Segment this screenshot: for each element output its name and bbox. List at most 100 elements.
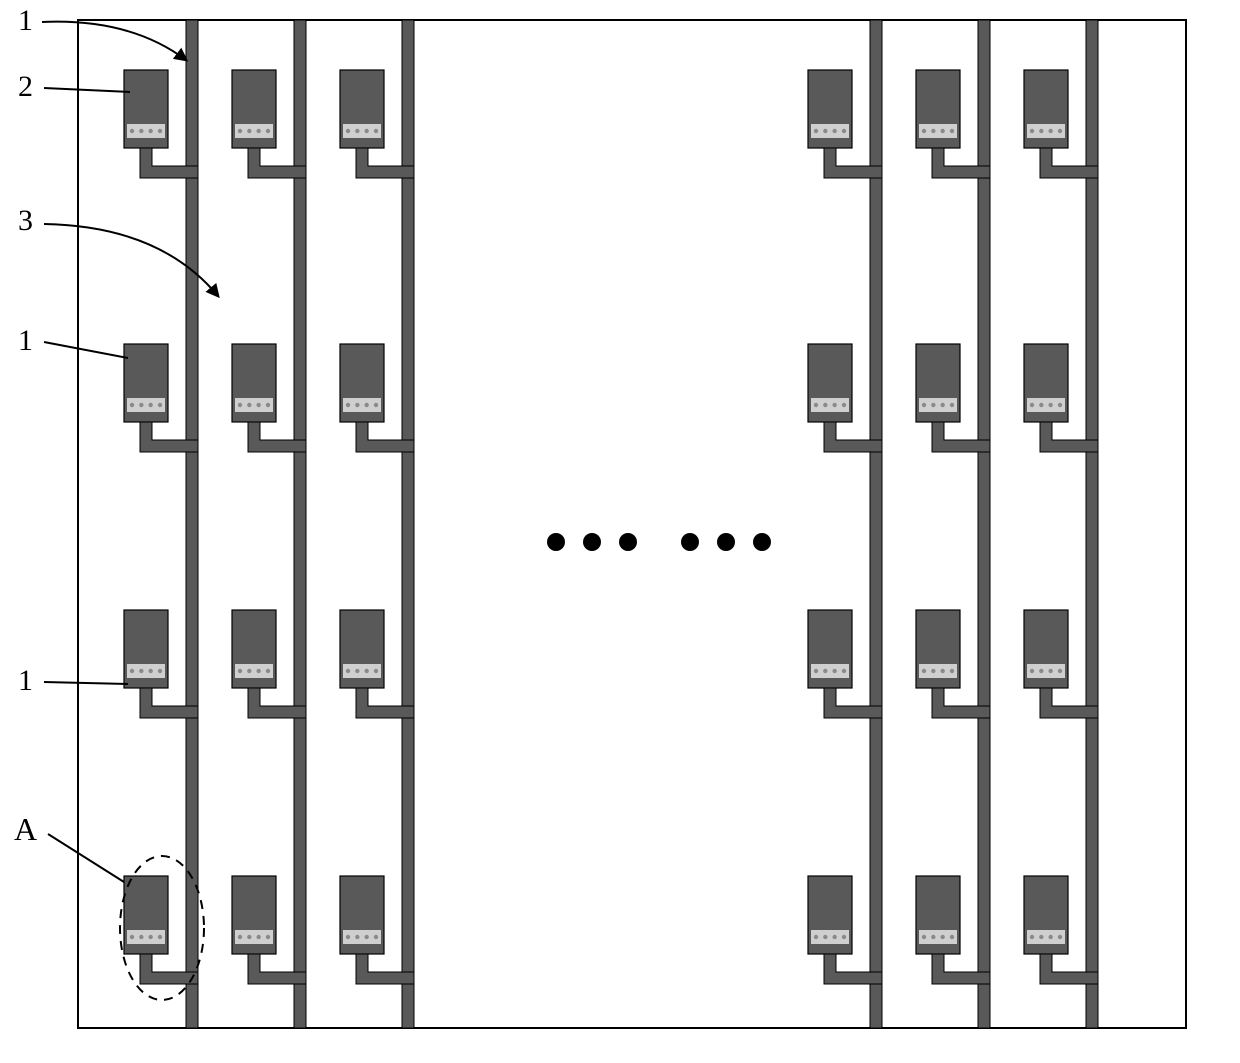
ellipsis-dot [547, 533, 565, 551]
device-band-dot [364, 403, 368, 407]
device-band-dot [1058, 669, 1062, 673]
device-band-dot [823, 669, 827, 673]
device-band-dot [364, 935, 368, 939]
device-band-dot [1039, 669, 1043, 673]
device-band-dot [374, 129, 378, 133]
device-band-dot [139, 403, 143, 407]
device-band-dot [266, 669, 270, 673]
device-band-dot [950, 129, 954, 133]
device-band-dot [158, 669, 162, 673]
device-band-dot [374, 669, 378, 673]
device-band-dot [130, 129, 134, 133]
device-band-dot [950, 669, 954, 673]
ellipsis-dot [583, 533, 601, 551]
device-band-dot [148, 669, 152, 673]
device-band-dot [256, 935, 260, 939]
device-band-dot [1030, 129, 1034, 133]
device-band-dot [940, 669, 944, 673]
device-band-dot [266, 935, 270, 939]
device-band-dot [355, 669, 359, 673]
device-band-dot [832, 403, 836, 407]
device-band-dot [355, 935, 359, 939]
label-1-low: 1 [18, 664, 33, 697]
device-band-dot [931, 403, 935, 407]
device-band-dot [256, 669, 260, 673]
device-band-dot [238, 403, 242, 407]
device-band-dot [256, 403, 260, 407]
device-band-dot [922, 935, 926, 939]
device-band-dot [1039, 129, 1043, 133]
device-band-dot [139, 669, 143, 673]
device-band-dot [247, 129, 251, 133]
device-band-dot [1039, 935, 1043, 939]
label-1-mid: 1 [18, 324, 33, 357]
label-1-top: 1 [18, 4, 33, 37]
device-band-dot [814, 129, 818, 133]
device-band-dot [814, 669, 818, 673]
device-band-dot [158, 403, 162, 407]
device-band-dot [1030, 403, 1034, 407]
device-band-dot [832, 935, 836, 939]
label-3: 3 [18, 204, 33, 237]
device-band-dot [940, 403, 944, 407]
ellipsis-dot [619, 533, 637, 551]
label-A: A [14, 811, 37, 847]
device-band-dot [130, 403, 134, 407]
device-band-dot [1058, 935, 1062, 939]
device-band-dot [823, 403, 827, 407]
device-band-dot [148, 403, 152, 407]
device-band-dot [247, 669, 251, 673]
device-band-dot [139, 935, 143, 939]
device-band-dot [139, 129, 143, 133]
ellipsis-dot [681, 533, 699, 551]
device-band-dot [247, 935, 251, 939]
ellipsis-dot [717, 533, 735, 551]
device-band-dot [1048, 403, 1052, 407]
device-band-dot [158, 935, 162, 939]
device-band-dot [158, 129, 162, 133]
device-band-dot [355, 129, 359, 133]
device-band-dot [814, 403, 818, 407]
device-band-dot [130, 935, 134, 939]
device-band-dot [1058, 129, 1062, 133]
device-band-dot [940, 129, 944, 133]
device-band-dot [266, 403, 270, 407]
device-band-dot [922, 403, 926, 407]
device-band-dot [346, 129, 350, 133]
device-band-dot [364, 669, 368, 673]
device-band-dot [940, 935, 944, 939]
device-band-dot [823, 935, 827, 939]
device-band-dot [823, 129, 827, 133]
device-band-dot [931, 129, 935, 133]
device-band-dot [814, 935, 818, 939]
device-band-dot [1030, 669, 1034, 673]
device-band-dot [374, 403, 378, 407]
device-band-dot [950, 403, 954, 407]
device-band-dot [364, 129, 368, 133]
device-band-dot [931, 935, 935, 939]
device-band-dot [1048, 669, 1052, 673]
device-band-dot [148, 935, 152, 939]
device-band-dot [346, 669, 350, 673]
device-band-dot [832, 129, 836, 133]
device-band-dot [346, 403, 350, 407]
device-band-dot [346, 935, 350, 939]
device-band-dot [238, 129, 242, 133]
device-band-dot [148, 129, 152, 133]
device-band-dot [931, 669, 935, 673]
device-band-dot [374, 935, 378, 939]
device-band-dot [238, 935, 242, 939]
device-band-dot [950, 935, 954, 939]
device-band-dot [1048, 129, 1052, 133]
device-band-dot [1030, 935, 1034, 939]
device-band-dot [1039, 403, 1043, 407]
device-band-dot [247, 403, 251, 407]
device-band-dot [238, 669, 242, 673]
ellipsis-dot [753, 533, 771, 551]
device-band-dot [922, 129, 926, 133]
device-band-dot [842, 669, 846, 673]
device-band-dot [832, 669, 836, 673]
device-band-dot [266, 129, 270, 133]
device-band-dot [1058, 403, 1062, 407]
device-band-dot [1048, 935, 1052, 939]
